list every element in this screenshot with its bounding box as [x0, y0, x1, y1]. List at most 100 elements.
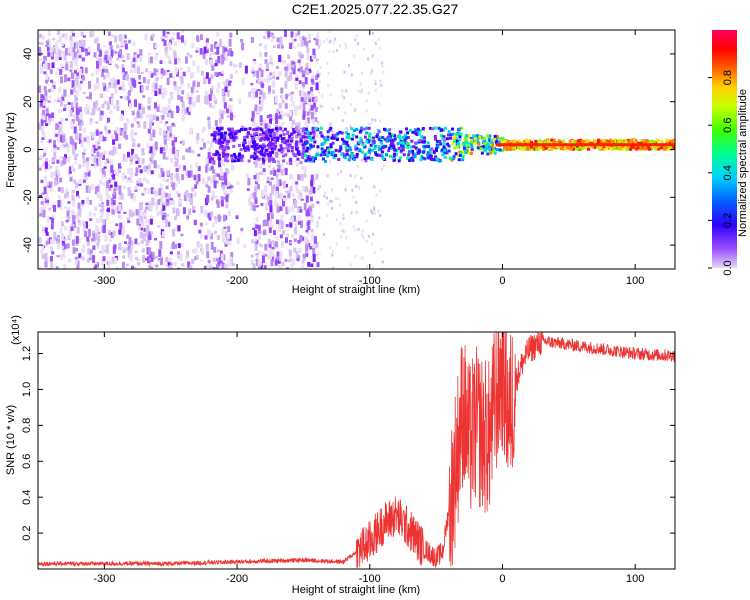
heatmap-cell — [386, 129, 390, 133]
heatmap-cell — [116, 100, 120, 106]
heatmap-cell — [97, 64, 101, 72]
heatmap-cell — [282, 198, 286, 207]
heatmap-cell — [411, 156, 415, 160]
heatmap-cell — [299, 192, 303, 198]
heatmap-cell — [186, 52, 190, 56]
heatmap-cell — [281, 154, 285, 158]
heatmap-cell — [217, 82, 221, 89]
heatmap-cell — [102, 225, 106, 234]
heatmap-cell — [154, 255, 158, 259]
heatmap-cell — [148, 57, 151, 65]
heatmap-cell — [220, 134, 224, 138]
heatmap-cell — [430, 157, 433, 161]
heatmap-cell — [212, 267, 216, 269]
heatmap-cell — [576, 146, 580, 150]
heatmap-cell — [208, 264, 212, 267]
heatmap-cell — [149, 133, 153, 141]
heatmap-cell — [44, 64, 48, 70]
heatmap-cell — [80, 31, 84, 37]
heatmap-cell — [490, 139, 494, 143]
heatmap-cell — [129, 177, 133, 183]
heatmap-cell — [399, 130, 403, 134]
heatmap-cell — [213, 180, 217, 189]
heatmap-cell — [45, 74, 49, 81]
heatmap-cell — [144, 219, 148, 223]
heatmap-cell — [315, 253, 319, 257]
heatmap-cell — [494, 139, 498, 143]
heatmap-cell — [344, 130, 348, 134]
heatmap-cell — [134, 238, 138, 245]
heatmap-cell — [442, 142, 446, 146]
heatmap-cell — [287, 54, 291, 59]
heatmap-cell — [107, 207, 110, 213]
heatmap-cell — [318, 216, 321, 220]
heatmap-cell — [124, 267, 128, 269]
heatmap-cell — [104, 234, 108, 242]
heatmap-cell — [38, 47, 42, 55]
heatmap-cell — [60, 63, 64, 67]
heatmap-cell — [145, 85, 149, 91]
heatmap-cell — [164, 107, 168, 115]
heatmap-cell — [541, 141, 545, 145]
heatmap-cell — [470, 140, 474, 144]
heatmap-cell — [219, 257, 222, 264]
heatmap-cell — [411, 158, 415, 162]
heatmap-cell — [45, 79, 48, 84]
heatmap-cell — [265, 129, 268, 133]
heatmap-cell — [613, 145, 617, 149]
heatmap-cell — [87, 46, 91, 54]
heatmap-cell — [441, 153, 445, 157]
heatmap-cell — [290, 97, 294, 102]
heatmap-cell — [260, 149, 264, 153]
heatmap-cell — [443, 126, 447, 130]
heatmap-cell — [39, 207, 43, 213]
heatmap-cell — [143, 187, 147, 191]
heatmap-cell — [275, 151, 279, 158]
heatmap-cell — [222, 146, 226, 150]
heatmap-cell — [214, 98, 217, 105]
heatmap-cell — [172, 241, 175, 250]
heatmap-cell — [180, 242, 184, 247]
heatmap-cell — [310, 104, 314, 111]
heatmap-cell — [269, 55, 273, 63]
heatmap-cell — [149, 218, 153, 225]
heatmap-cell — [307, 226, 311, 230]
heatmap-cell — [185, 170, 189, 176]
heatmap-cell — [122, 153, 126, 162]
heatmap-cell — [82, 40, 86, 48]
heatmap-cell — [57, 187, 61, 192]
heatmap-cell — [297, 42, 301, 47]
heatmap-cell — [192, 60, 196, 66]
heatmap-cell — [115, 172, 119, 176]
heatmap-cell — [485, 145, 488, 149]
heatmap-cell — [421, 137, 425, 141]
heatmap-cell — [371, 136, 375, 140]
heatmap-cell — [96, 242, 100, 246]
heatmap-cell — [402, 153, 406, 157]
heatmap-cell — [307, 136, 311, 139]
heatmap-cell — [78, 120, 81, 126]
heatmap-cell — [53, 140, 56, 148]
heatmap-cell — [143, 215, 147, 219]
snr-x-tick-label: -200 — [226, 573, 248, 585]
heatmap-cell — [141, 248, 145, 253]
heatmap-cell — [98, 203, 102, 207]
heatmap-cell — [110, 135, 114, 139]
heatmap-cell — [365, 140, 369, 144]
heatmap-cell — [112, 230, 116, 236]
heatmap-cell — [182, 155, 185, 161]
heatmap-cell — [317, 184, 320, 188]
heatmap-cell — [451, 142, 455, 146]
heatmap-cell — [110, 49, 114, 56]
colorbar — [712, 30, 737, 268]
heatmap-cell — [174, 244, 177, 249]
heatmap-cell — [104, 54, 108, 60]
heatmap-cell — [580, 139, 584, 143]
heatmap-cell — [275, 66, 279, 69]
heatmap-cell — [105, 121, 109, 125]
heatmap-cell — [309, 138, 313, 142]
heatmap-cell — [263, 151, 267, 155]
heatmap-cell — [278, 103, 282, 109]
heatmap-cell — [71, 194, 75, 201]
heatmap-cell — [108, 41, 112, 46]
